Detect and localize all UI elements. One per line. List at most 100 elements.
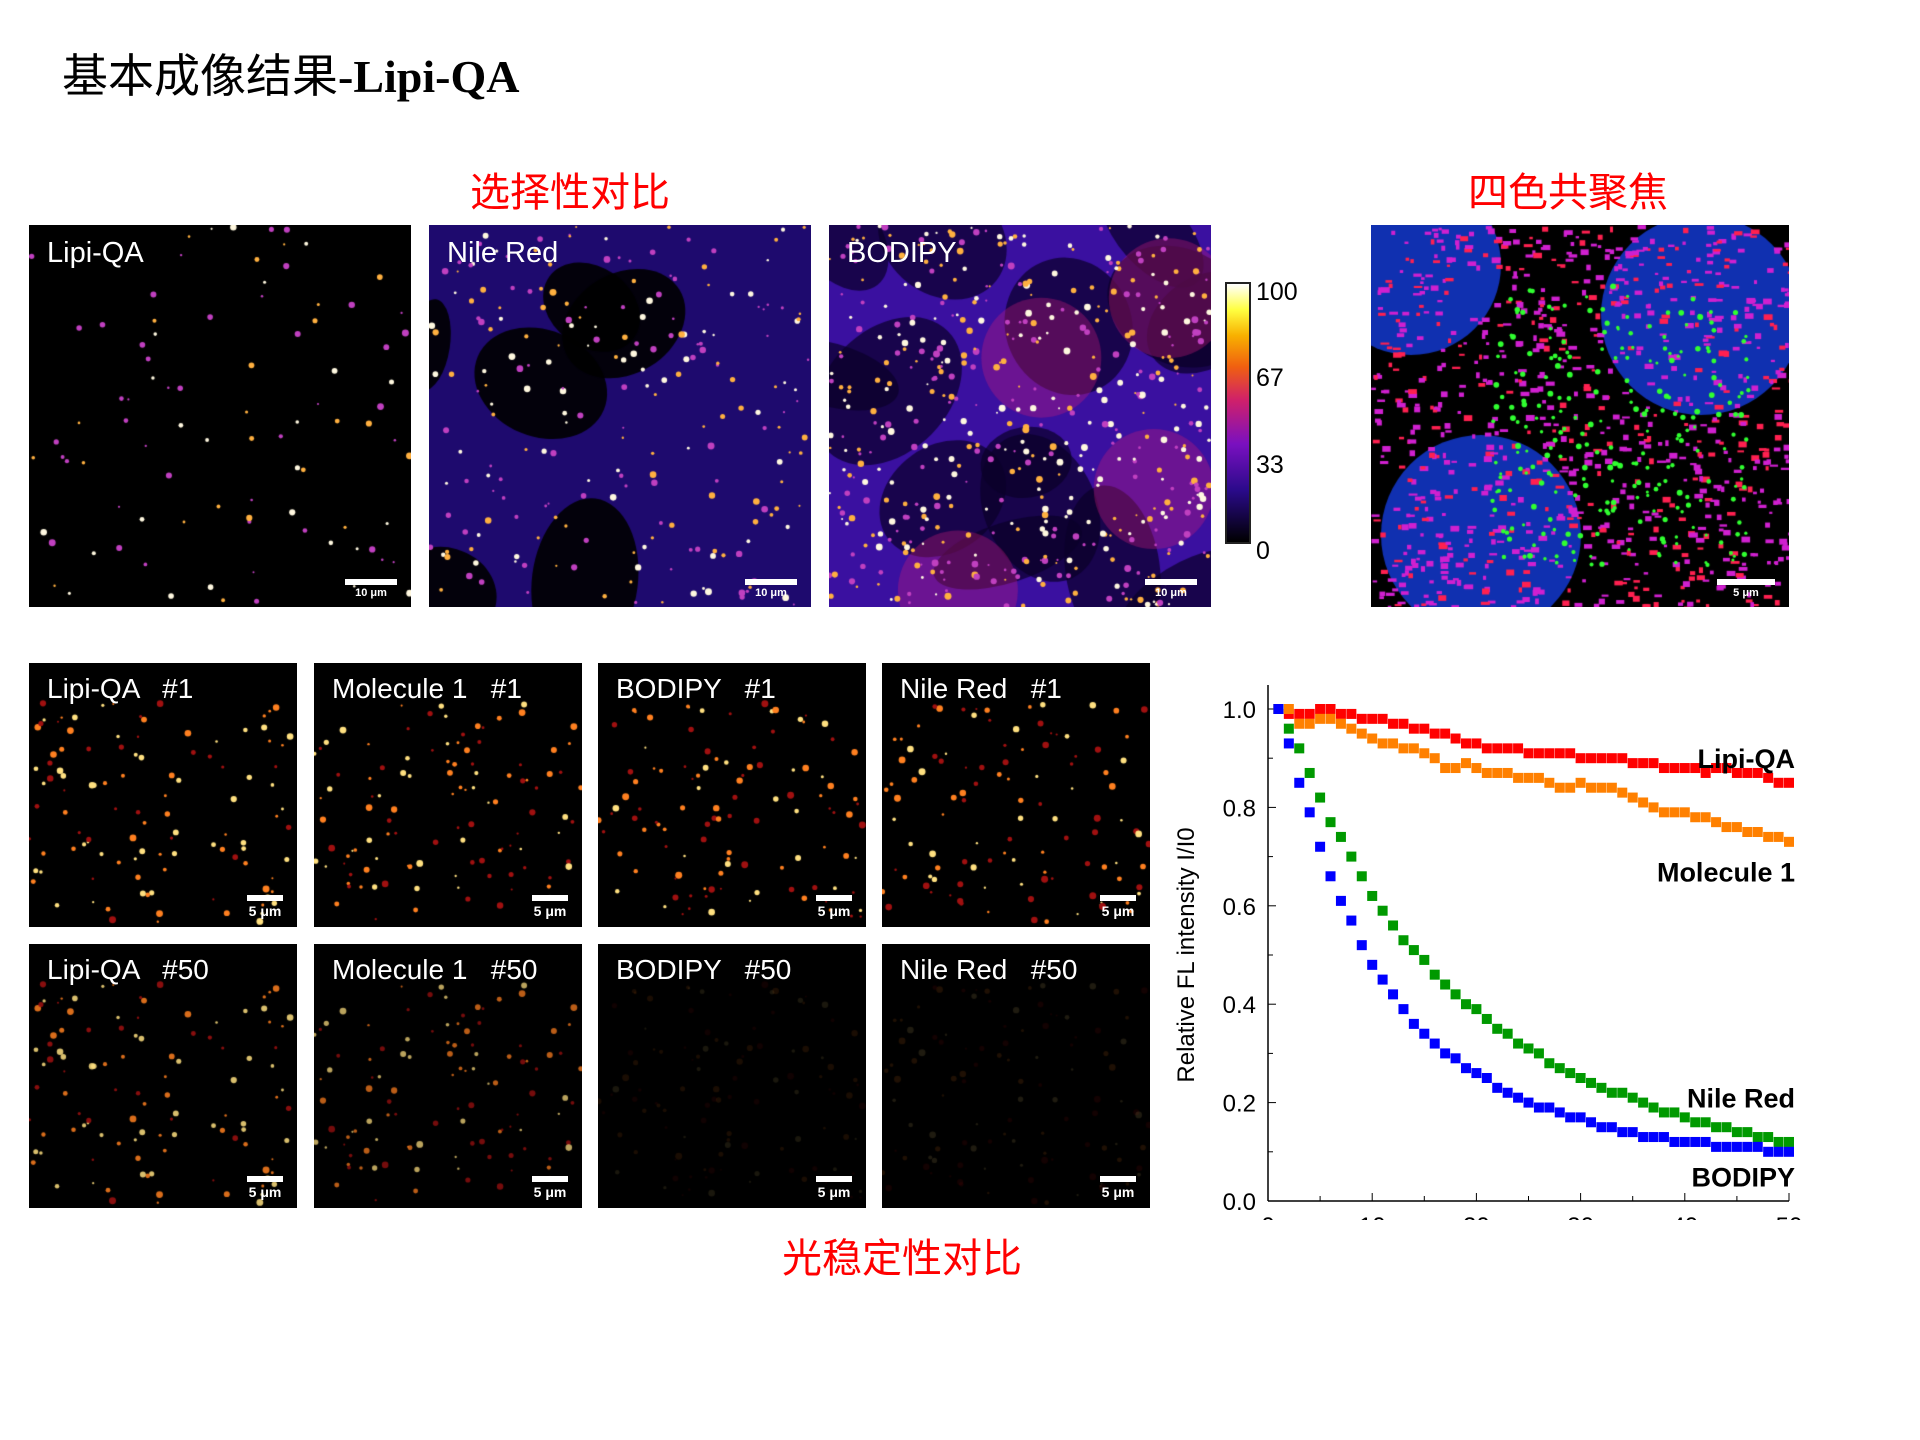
data-point bbox=[1752, 827, 1763, 837]
data-point bbox=[1669, 763, 1680, 774]
data-point bbox=[1356, 713, 1367, 724]
microscopy-image: Nile Red 10 μm bbox=[429, 225, 811, 607]
colorbar bbox=[1225, 282, 1251, 544]
data-point bbox=[1460, 758, 1471, 769]
data-point bbox=[1283, 723, 1294, 734]
data-point bbox=[1565, 748, 1576, 759]
data-point bbox=[1398, 1004, 1409, 1015]
data-point bbox=[1408, 723, 1419, 734]
data-point bbox=[1586, 753, 1597, 764]
data-point bbox=[1627, 1127, 1638, 1138]
data-point bbox=[1773, 1146, 1784, 1157]
data-point bbox=[1304, 807, 1315, 818]
data-point bbox=[1335, 718, 1346, 729]
data-point bbox=[1627, 792, 1638, 803]
data-point bbox=[1784, 1146, 1794, 1157]
data-point bbox=[1700, 1136, 1711, 1147]
data-point bbox=[1617, 1087, 1628, 1098]
data-point bbox=[1544, 748, 1555, 759]
data-point bbox=[1440, 979, 1451, 990]
scale-bar-label: 5 μm bbox=[533, 1184, 567, 1200]
data-point bbox=[1711, 1141, 1722, 1152]
data-point bbox=[1544, 1058, 1555, 1069]
data-point bbox=[1711, 1122, 1722, 1133]
data-point bbox=[1440, 728, 1451, 739]
data-point bbox=[1513, 743, 1524, 754]
x-tick-label: 30 bbox=[1567, 1213, 1594, 1220]
data-point bbox=[1648, 1132, 1659, 1143]
data-point bbox=[1523, 1097, 1534, 1108]
data-point bbox=[1377, 738, 1388, 749]
data-point bbox=[1523, 748, 1534, 759]
data-point bbox=[1492, 767, 1503, 778]
data-point bbox=[1617, 1127, 1628, 1138]
data-point bbox=[1606, 753, 1617, 764]
scale-bar-label: 5 μm bbox=[817, 903, 851, 919]
data-point bbox=[1440, 1048, 1451, 1059]
data-point bbox=[1471, 1068, 1482, 1079]
title-cn: 基本成像结果 bbox=[62, 51, 338, 102]
data-point bbox=[1586, 1077, 1597, 1088]
y-tick-label: 0.2 bbox=[1223, 1091, 1256, 1118]
data-point bbox=[1513, 1038, 1524, 1049]
scale-bar-label: 10 μm bbox=[1155, 587, 1187, 599]
data-point bbox=[1492, 743, 1503, 754]
data-point bbox=[1335, 708, 1346, 719]
data-point bbox=[1377, 974, 1388, 985]
data-point bbox=[1669, 1136, 1680, 1147]
data-point bbox=[1419, 954, 1430, 965]
x-tick-label: 10 bbox=[1359, 1213, 1386, 1220]
data-point bbox=[1325, 817, 1336, 828]
data-point bbox=[1429, 753, 1440, 764]
data-point bbox=[1481, 743, 1492, 754]
colocalization-image: 5 μm bbox=[1371, 225, 1789, 607]
data-point bbox=[1638, 1097, 1649, 1108]
data-point bbox=[1450, 763, 1461, 774]
data-point bbox=[1554, 748, 1565, 759]
data-point bbox=[1763, 831, 1774, 842]
x-tick-label: 20 bbox=[1463, 1213, 1490, 1220]
data-point bbox=[1294, 718, 1305, 729]
data-point bbox=[1346, 723, 1357, 734]
section-selectivity: 选择性对比 bbox=[470, 170, 670, 215]
data-point bbox=[1315, 704, 1326, 714]
data-point bbox=[1648, 1102, 1659, 1113]
data-point bbox=[1752, 1132, 1763, 1143]
data-point bbox=[1315, 841, 1326, 852]
data-point bbox=[1638, 758, 1649, 769]
data-point bbox=[1544, 777, 1555, 788]
scale-bar-label: 5 μm bbox=[817, 1184, 851, 1200]
colorbar-tick: 100 bbox=[1256, 278, 1298, 306]
data-point bbox=[1544, 1102, 1555, 1113]
image-label: Nile Red bbox=[447, 237, 559, 269]
image-label: Nile Red #50 bbox=[900, 954, 1078, 985]
data-point bbox=[1763, 772, 1774, 783]
y-tick-label: 0.0 bbox=[1223, 1189, 1256, 1216]
data-point bbox=[1742, 1141, 1753, 1152]
colorbar-tick: 0 bbox=[1256, 537, 1270, 565]
y-tick-label: 0.6 bbox=[1223, 894, 1256, 921]
data-point bbox=[1408, 945, 1419, 956]
data-point bbox=[1638, 797, 1649, 808]
data-point bbox=[1627, 1092, 1638, 1103]
colorbar-tick: 33 bbox=[1256, 451, 1284, 479]
data-point bbox=[1346, 915, 1357, 926]
data-point bbox=[1398, 718, 1409, 729]
data-point bbox=[1367, 733, 1378, 744]
data-point bbox=[1367, 959, 1378, 970]
data-point bbox=[1763, 1132, 1774, 1143]
data-point bbox=[1586, 1117, 1597, 1128]
data-point bbox=[1388, 718, 1399, 729]
data-point bbox=[1377, 713, 1388, 724]
data-point bbox=[1356, 940, 1367, 951]
data-point bbox=[1742, 767, 1753, 778]
data-point bbox=[1419, 1028, 1430, 1039]
data-point bbox=[1315, 713, 1326, 724]
data-point bbox=[1304, 708, 1315, 719]
data-point bbox=[1773, 777, 1784, 788]
image-label: Lipi-QA #1 bbox=[47, 673, 194, 704]
data-point bbox=[1294, 743, 1305, 754]
data-point bbox=[1388, 989, 1399, 1000]
data-point bbox=[1606, 1087, 1617, 1098]
data-point bbox=[1325, 713, 1336, 724]
